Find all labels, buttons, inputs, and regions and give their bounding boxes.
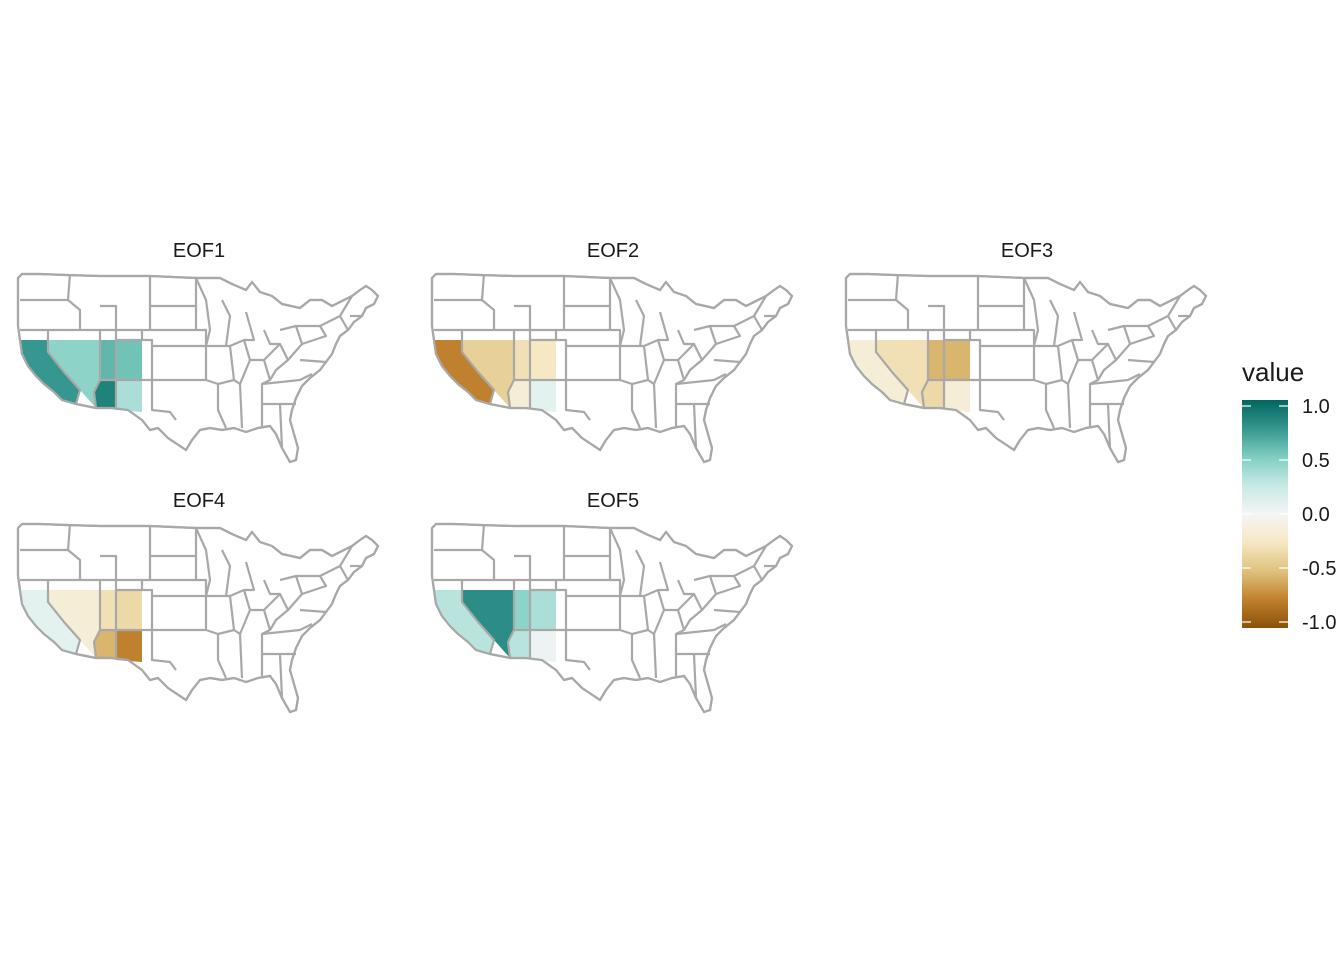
region-california <box>434 340 494 404</box>
region-arizona <box>508 380 530 410</box>
region-nevada <box>462 340 514 408</box>
region-new-mexico <box>530 630 556 662</box>
region-colorado <box>116 340 142 380</box>
panel-title: EOF3 <box>1001 240 1053 262</box>
us-map <box>16 272 380 464</box>
map-panel-eof5: EOF5 <box>430 490 794 714</box>
panel-title: EOF5 <box>587 490 639 512</box>
region-utah <box>100 590 116 630</box>
map-panel-eof1: EOF1 <box>16 240 380 464</box>
region-california <box>20 340 80 404</box>
region-arizona <box>94 380 116 410</box>
color-legend: value 1.0 0.5 0.0 -0.5 -1.0 <box>1242 357 1336 634</box>
region-arizona <box>94 630 116 660</box>
region-new-mexico <box>116 380 142 412</box>
panel-title: EOF1 <box>173 240 225 262</box>
region-nevada <box>876 340 928 408</box>
region-colorado <box>116 590 142 630</box>
eof-panels: EOF1 EOF2 EOF3 EOF4 EOF5 <box>16 240 1208 714</box>
map-panel-eof4: EOF4 <box>16 490 380 714</box>
region-utah <box>928 340 944 380</box>
region-nevada <box>48 340 100 408</box>
legend-tick-label: 0.0 <box>1302 504 1330 526</box>
region-utah <box>514 340 530 380</box>
map-panel-eof2: EOF2 <box>430 240 794 464</box>
map-panel-eof3: EOF3 <box>844 240 1208 464</box>
region-arizona <box>508 630 530 660</box>
region-utah <box>100 340 116 380</box>
us-map <box>844 272 1208 464</box>
region-nevada <box>462 590 514 658</box>
legend-title: value <box>1242 357 1304 387</box>
region-utah <box>514 590 530 630</box>
legend-tick-label: -1.0 <box>1302 612 1336 634</box>
legend-ticks: 1.0 0.5 0.0 -0.5 -1.0 <box>1242 396 1336 634</box>
region-california <box>20 590 80 654</box>
legend-tick-label: 0.5 <box>1302 450 1330 472</box>
region-colorado <box>530 340 556 380</box>
legend-tick-label: -0.5 <box>1302 558 1336 580</box>
panel-title: EOF2 <box>587 240 639 262</box>
region-colorado <box>944 340 970 380</box>
us-map <box>16 522 380 714</box>
legend-tick-label: 1.0 <box>1302 396 1330 418</box>
region-new-mexico <box>530 380 556 412</box>
region-nevada <box>48 590 100 658</box>
region-colorado <box>530 590 556 630</box>
region-arizona <box>922 380 944 410</box>
region-california <box>848 340 908 404</box>
us-map <box>430 272 794 464</box>
region-new-mexico <box>116 630 142 662</box>
panel-title: EOF4 <box>173 490 225 512</box>
region-california <box>434 590 494 654</box>
us-map <box>430 522 794 714</box>
region-new-mexico <box>944 380 970 412</box>
